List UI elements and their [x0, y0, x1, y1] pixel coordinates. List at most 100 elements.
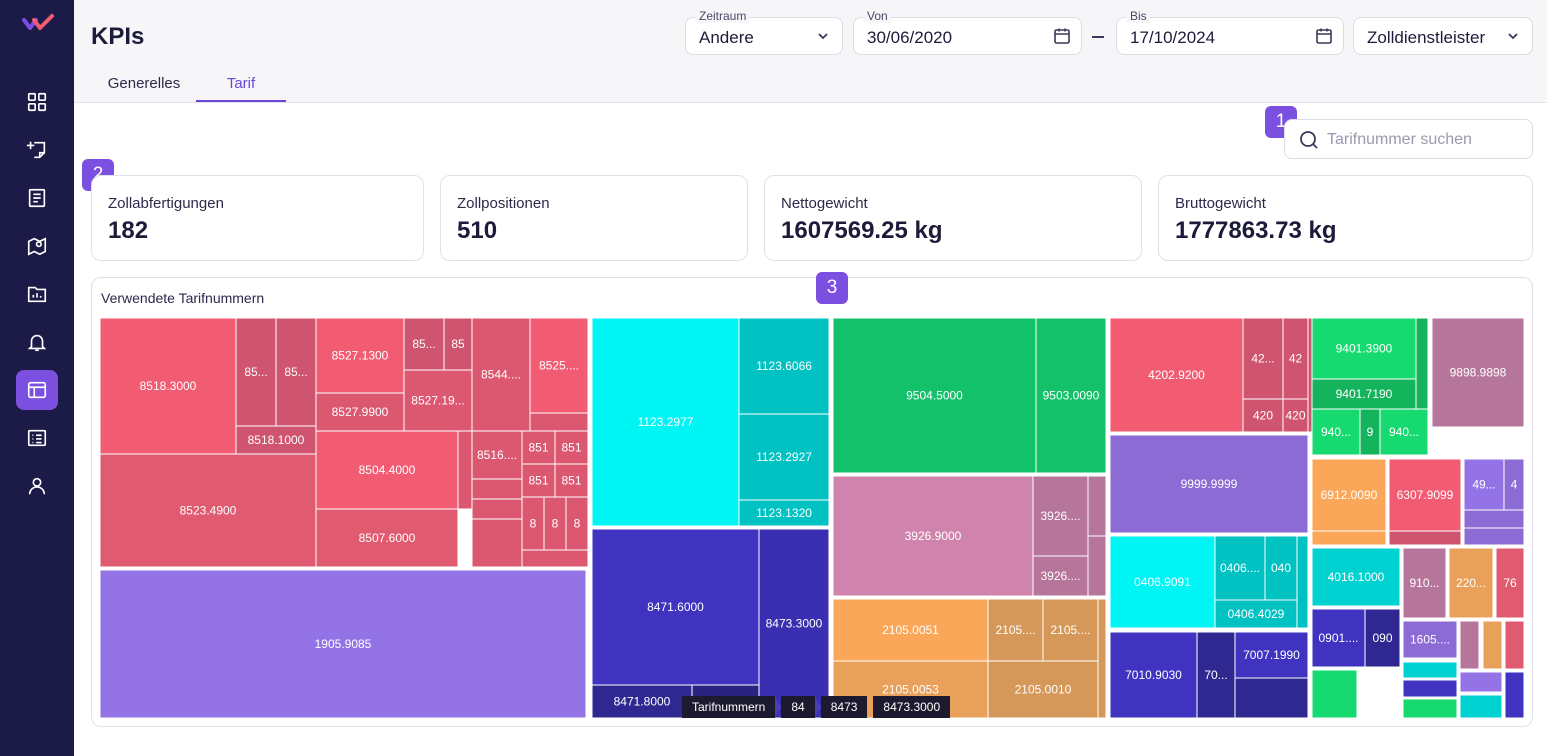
von-date-field[interactable]: Von 30/06/2020	[853, 9, 1082, 55]
treemap-tile[interactable]	[1109, 318, 1244, 433]
treemap-tile[interactable]	[591, 318, 740, 527]
treemap-tile[interactable]	[758, 528, 830, 719]
treemap-tile[interactable]	[1196, 631, 1236, 719]
treemap-tile[interactable]	[1311, 378, 1417, 410]
treemap-tile[interactable]	[1234, 631, 1309, 679]
treemap-tile[interactable]	[591, 528, 760, 686]
treemap-tile-minor[interactable]	[1459, 671, 1503, 693]
treemap-tile[interactable]	[738, 499, 830, 527]
treemap-tile-minor[interactable]	[1087, 535, 1107, 597]
treemap-tile-minor[interactable]	[1459, 620, 1480, 670]
nav-list[interactable]	[16, 418, 58, 458]
treemap-tile[interactable]	[1214, 599, 1298, 629]
treemap-tile[interactable]	[1431, 318, 1525, 428]
zeitraum-select[interactable]: Zeitraum Andere	[685, 9, 843, 55]
treemap-tile-minor[interactable]	[1415, 318, 1429, 410]
treemap-tile-minor[interactable]	[1459, 694, 1503, 719]
treemap-tile[interactable]	[1463, 458, 1505, 511]
breadcrumb-item[interactable]: 8473.3000	[873, 696, 951, 718]
treemap-tile[interactable]	[1109, 535, 1216, 629]
tarif-search[interactable]	[1284, 119, 1533, 159]
treemap-tile[interactable]	[471, 318, 531, 432]
treemap-tile[interactable]	[1448, 547, 1494, 619]
breadcrumb-item[interactable]: 84	[781, 696, 815, 718]
treemap-tile-minor[interactable]	[1311, 669, 1358, 719]
nav-locations[interactable]	[16, 226, 58, 266]
treemap-tile[interactable]	[1264, 535, 1298, 601]
treemap-tile[interactable]	[987, 660, 1099, 719]
breadcrumb-item[interactable]: 8473	[820, 696, 868, 718]
treemap-tile[interactable]	[100, 569, 587, 719]
treemap-tile[interactable]	[1282, 318, 1309, 400]
nav-new-declaration[interactable]	[16, 130, 58, 170]
zolldienstleister-select[interactable]: Zolldienstleister	[1353, 17, 1533, 55]
treemap-tile-minor[interactable]	[529, 412, 589, 432]
treemap-tile-minor[interactable]	[471, 518, 523, 568]
treemap-tile-minor[interactable]	[471, 478, 523, 500]
bis-date-field[interactable]: Bis 17/10/2024	[1116, 9, 1344, 55]
treemap-tile[interactable]	[554, 430, 589, 465]
treemap-tile-minor[interactable]	[1402, 679, 1458, 698]
treemap-tile-minor[interactable]	[1463, 509, 1525, 529]
calendar-icon[interactable]	[1315, 27, 1333, 45]
treemap-tile[interactable]	[315, 392, 405, 432]
treemap-tile-minor[interactable]	[1097, 598, 1107, 719]
breadcrumb-item[interactable]: Tarifnummern	[682, 696, 776, 718]
treemap-tile[interactable]	[1311, 318, 1417, 380]
treemap-tile[interactable]	[1109, 434, 1309, 534]
treemap-tile[interactable]	[1379, 408, 1429, 456]
search-input[interactable]	[1327, 128, 1523, 152]
treemap-tile-minor[interactable]	[1307, 318, 1313, 433]
treemap-tile[interactable]	[1032, 475, 1089, 557]
nav-profile[interactable]	[16, 466, 58, 506]
treemap-tile[interactable]	[832, 318, 1037, 474]
nav-kpis[interactable]	[16, 370, 58, 410]
treemap-tile[interactable]	[738, 318, 830, 415]
treemap-tile[interactable]	[1364, 608, 1401, 668]
treemap-tile-minor[interactable]	[1463, 527, 1525, 546]
treemap-tile[interactable]	[1109, 631, 1198, 719]
treemap-tile[interactable]	[315, 508, 459, 568]
treemap-tile-minor[interactable]	[1388, 530, 1462, 546]
nav-documents[interactable]	[16, 178, 58, 218]
tab-generelles[interactable]: Generelles	[107, 75, 181, 92]
treemap-tile[interactable]	[529, 318, 589, 414]
nav-reports[interactable]	[16, 274, 58, 314]
treemap-tile[interactable]	[1402, 620, 1458, 659]
treemap-tile[interactable]	[987, 598, 1044, 662]
treemap-tile-minor[interactable]	[1402, 698, 1458, 719]
tab-tarif[interactable]: Tarif	[196, 66, 286, 102]
treemap-tile-minor[interactable]	[1504, 620, 1525, 670]
calendar-icon[interactable]	[1053, 27, 1071, 45]
treemap-tile[interactable]	[100, 453, 317, 568]
treemap-tile-minor[interactable]	[1296, 535, 1309, 629]
treemap-tile-minor[interactable]	[1402, 661, 1458, 679]
treemap-tile-minor[interactable]	[1482, 620, 1503, 670]
treemap-tile[interactable]	[275, 318, 317, 427]
treemap-tile[interactable]	[1495, 547, 1525, 619]
treemap-tile[interactable]	[100, 318, 237, 455]
treemap-tile[interactable]	[1311, 547, 1401, 607]
treemap-tile-minor[interactable]	[457, 430, 473, 510]
treemap-tile-minor[interactable]	[1311, 530, 1387, 546]
treemap-tile[interactable]	[403, 369, 473, 432]
treemap-tile[interactable]	[521, 463, 556, 498]
treemap-tile-minor[interactable]	[1087, 475, 1107, 537]
treemap-tile[interactable]	[1503, 458, 1525, 511]
nav-notifications[interactable]	[16, 322, 58, 362]
treemap-tile[interactable]	[1311, 608, 1366, 668]
treemap-tile-minor[interactable]	[1504, 671, 1525, 719]
treemap-tile[interactable]	[1388, 458, 1462, 532]
treemap-tile-minor[interactable]	[471, 498, 523, 520]
treemap-tile-minor[interactable]	[521, 549, 589, 568]
treemap-tile[interactable]	[565, 496, 589, 551]
treemap-tile[interactable]	[471, 430, 523, 480]
nav-dashboard[interactable]	[16, 82, 58, 122]
treemap-tile[interactable]	[1035, 318, 1107, 474]
treemap-tile[interactable]	[1402, 547, 1447, 619]
treemap-tile[interactable]	[1311, 458, 1387, 532]
treemap-tile[interactable]	[1282, 398, 1309, 433]
treemap-tile[interactable]	[1032, 555, 1089, 597]
app-logo[interactable]	[22, 12, 56, 38]
